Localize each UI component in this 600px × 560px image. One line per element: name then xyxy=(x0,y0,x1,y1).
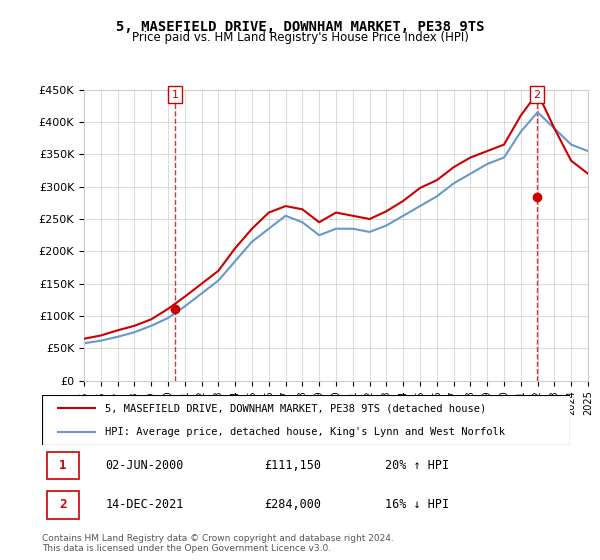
Text: 1: 1 xyxy=(59,459,67,472)
Text: 2: 2 xyxy=(533,90,541,100)
Text: £111,150: £111,150 xyxy=(264,459,321,472)
Text: 02-JUN-2000: 02-JUN-2000 xyxy=(106,459,184,472)
Text: Price paid vs. HM Land Registry's House Price Index (HPI): Price paid vs. HM Land Registry's House … xyxy=(131,31,469,44)
Text: HPI: Average price, detached house, King's Lynn and West Norfolk: HPI: Average price, detached house, King… xyxy=(106,427,505,437)
Text: 14-DEC-2021: 14-DEC-2021 xyxy=(106,498,184,511)
Text: 16% ↓ HPI: 16% ↓ HPI xyxy=(385,498,449,511)
FancyBboxPatch shape xyxy=(47,491,79,519)
FancyBboxPatch shape xyxy=(42,395,570,445)
Text: 20% ↑ HPI: 20% ↑ HPI xyxy=(385,459,449,472)
Text: Contains HM Land Registry data © Crown copyright and database right 2024.
This d: Contains HM Land Registry data © Crown c… xyxy=(42,534,394,553)
Text: 1: 1 xyxy=(172,90,179,100)
Text: 5, MASEFIELD DRIVE, DOWNHAM MARKET, PE38 9TS: 5, MASEFIELD DRIVE, DOWNHAM MARKET, PE38… xyxy=(116,20,484,34)
Text: 5, MASEFIELD DRIVE, DOWNHAM MARKET, PE38 9TS (detached house): 5, MASEFIELD DRIVE, DOWNHAM MARKET, PE38… xyxy=(106,403,487,413)
Text: 2: 2 xyxy=(59,498,67,511)
FancyBboxPatch shape xyxy=(47,452,79,479)
Text: £284,000: £284,000 xyxy=(264,498,321,511)
